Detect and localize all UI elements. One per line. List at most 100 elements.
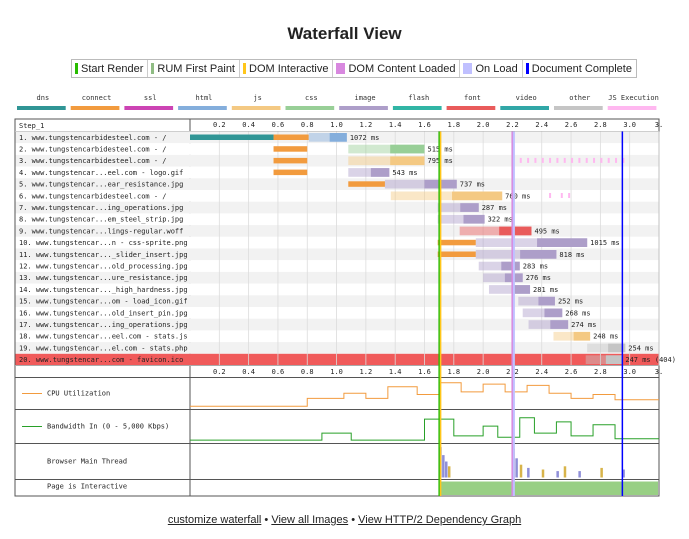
wait-bar <box>348 168 390 177</box>
wait-bar <box>553 331 591 341</box>
js-execution-mark <box>560 193 563 198</box>
wait-bar <box>348 156 425 166</box>
js-execution-mark <box>578 157 581 163</box>
event-legend-swatch <box>243 63 246 74</box>
view-http2-graph-link[interactable]: View HTTP/2 Dependency Graph <box>358 514 522 526</box>
request-label: 17. www.tungstencar...ing_operations.jpg <box>19 321 188 329</box>
request-time-label: 287 ms <box>482 204 507 212</box>
request-time-label: 818 ms <box>559 251 584 259</box>
x-tick-label: 0.8 <box>301 121 314 129</box>
request-time-label: 274 ms <box>571 321 596 329</box>
js-execution-mark <box>549 157 552 163</box>
event-legend-item: DOM Interactive <box>240 60 334 77</box>
main-thread-activity <box>515 458 518 478</box>
customize-waterfall-link[interactable]: customize waterfall <box>167 514 262 526</box>
download-bar <box>537 238 588 247</box>
type-legend-swatch <box>124 106 174 110</box>
wait-bar <box>384 179 457 189</box>
x-tick-label: 2.2 <box>506 121 519 129</box>
cpu-label: CPU Utilization <box>47 390 110 398</box>
view-all-images-link[interactable]: View all Images <box>271 514 349 526</box>
type-legend-swatch <box>500 106 549 110</box>
wait-bar <box>518 296 555 306</box>
request-label: 19. www.tungstencar...el.com - stats.php <box>19 344 188 352</box>
main-thread-activity <box>447 466 451 478</box>
request-row <box>15 260 659 272</box>
type-legend-swatch <box>285 106 335 110</box>
x-tick-label: 0.6 <box>272 121 285 129</box>
wait-bar <box>475 238 588 247</box>
wait-bar <box>478 261 520 271</box>
request-row <box>15 318 659 331</box>
download-bar <box>390 144 425 154</box>
wait-bar <box>488 285 531 294</box>
js-execution-mark <box>527 157 530 163</box>
download-bar <box>550 320 569 329</box>
request-label: 10. www.tungstencar...n - css-sprite.png <box>19 239 188 247</box>
connect-bar <box>437 251 476 257</box>
x-tick-label-bottom: 0.4 <box>242 368 255 376</box>
request-label: 9. www.tungstencar...lings-regular.woff <box>19 227 183 235</box>
connect-bar <box>273 169 308 176</box>
x-tick-label: 1.2 <box>360 121 373 129</box>
wait-bar <box>390 191 503 201</box>
download-bar <box>390 156 425 166</box>
connect-bar <box>273 146 308 152</box>
request-label: 2. www.tungstencarbidesteel.com - / <box>19 146 167 154</box>
request-label: 3. www.tungstencarbidesteel.com - / <box>19 157 167 165</box>
request-row <box>15 271 659 284</box>
x-tick-label: 3.0 <box>623 121 636 129</box>
x-tick-label-bottom: 2.6 <box>565 368 578 376</box>
event-legend-swatch <box>151 63 155 74</box>
connect-bar <box>273 157 308 164</box>
bandwidth-label: Bandwidth In (0 - 5,000 Kbps) <box>47 423 169 431</box>
footer-separator: • <box>261 514 272 526</box>
request-label: 13. www.tungstencar...ure_resistance.jpg <box>19 274 188 282</box>
x-tick-label-bottom: 0.2 <box>213 368 226 376</box>
request-time-label: 495 ms <box>534 227 559 235</box>
js-execution-mark <box>519 157 522 163</box>
interactive-bar <box>440 481 658 495</box>
js-execution-mark <box>556 157 559 163</box>
bandwidth-line <box>190 417 659 441</box>
x-tick-label-bottom: 2.8 <box>594 368 607 376</box>
js-execution-mark <box>607 157 610 163</box>
js-execution-mark <box>593 157 596 163</box>
wait-bar <box>585 355 623 364</box>
main-thread-activity <box>527 467 530 478</box>
main-thread-activity <box>541 469 545 478</box>
request-label: 16. www.tungstencar...old_insert_pin.jpg <box>19 309 188 317</box>
request-time-label: 252 ms <box>558 298 583 306</box>
main-thread-activity <box>445 461 448 478</box>
interactive-label: Page is Interactive <box>47 483 127 491</box>
x-tick-label: 2.4 <box>535 121 548 129</box>
request-row <box>15 190 659 202</box>
x-tick-label: 2.0 <box>477 121 490 129</box>
main-thread-activity <box>556 471 559 478</box>
request-label: 5. www.tungstencar...ear_resistance.jpg <box>19 181 183 189</box>
type-legend-swatch <box>231 106 281 110</box>
request-time-label: 543 ms <box>392 169 417 177</box>
x-tick-label-bottom: 0.8 <box>301 368 314 376</box>
event-legend-swatch <box>463 63 473 74</box>
connect-bar <box>348 181 385 187</box>
request-row <box>15 283 659 296</box>
request-time-label: 268 ms <box>565 309 590 317</box>
request-time-label: 1015 ms <box>590 239 620 247</box>
download-bar <box>608 343 626 353</box>
js-execution-mark <box>534 157 537 163</box>
connect-bar <box>437 239 476 246</box>
x-tick-label-bottom: 1.0 <box>330 368 343 376</box>
event-legend-item: Document Complete <box>523 60 636 77</box>
x-tick-label-bottom: 3. <box>655 368 663 376</box>
main-thread-activity <box>563 466 567 478</box>
type-legend-label: flash <box>408 94 429 102</box>
js-execution-mark <box>615 157 618 163</box>
type-legend-swatch <box>392 106 442 110</box>
main-thread-label: Browser Main Thread <box>47 458 127 466</box>
request-row <box>15 154 659 167</box>
download-bar <box>544 308 563 318</box>
event-legend-swatch <box>525 63 529 74</box>
request-time-label: 254 ms <box>628 344 653 352</box>
request-row <box>15 236 659 249</box>
